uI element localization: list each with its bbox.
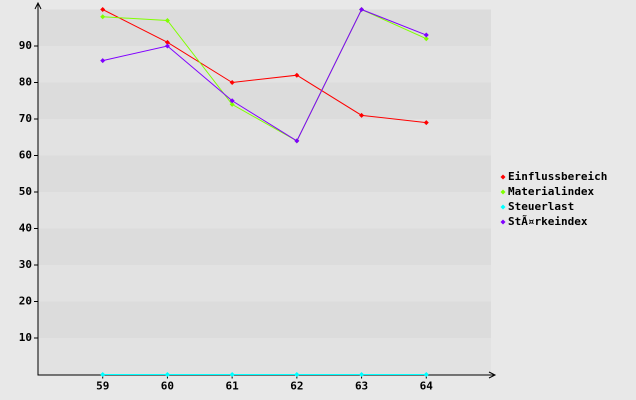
grid-band <box>38 338 491 375</box>
grid-band <box>38 265 491 302</box>
series-line <box>102 8 427 142</box>
legend-marker <box>500 189 506 195</box>
x-tick-label: 63 <box>355 380 368 393</box>
y-tick-label: 90 <box>19 39 32 52</box>
legend-marker <box>500 219 506 225</box>
series-line <box>102 8 427 142</box>
point-marker <box>423 36 429 42</box>
point-marker <box>229 101 235 107</box>
point-marker <box>100 7 106 12</box>
point-marker <box>359 112 365 118</box>
point-marker <box>359 372 365 377</box>
legend-label: Einflussbereich <box>508 170 607 183</box>
y-tick-label: 30 <box>19 258 32 271</box>
legend-label: Steuerlast <box>508 200 574 213</box>
legend-label: Materialindex <box>508 185 594 198</box>
point-marker <box>294 138 300 144</box>
x-tick-label: 61 <box>226 380 240 393</box>
y-tick-label: 80 <box>19 76 32 89</box>
y-tick-label: 20 <box>19 295 32 308</box>
grid-band <box>38 46 491 83</box>
point-marker <box>423 32 429 38</box>
point-marker <box>100 372 106 377</box>
point-marker <box>229 372 235 377</box>
y-tick-label: 50 <box>19 185 32 198</box>
point-marker <box>229 80 235 85</box>
grid-band <box>38 228 491 265</box>
x-tick-label: 60 <box>161 380 174 393</box>
point-marker <box>294 72 300 78</box>
grid-band <box>38 192 491 229</box>
legend-label: StÃ¤rkeindex <box>508 215 588 228</box>
point-marker <box>423 372 429 377</box>
legend-marker <box>500 174 506 180</box>
y-tick-label: 70 <box>19 112 32 125</box>
y-tick-label: 40 <box>19 222 32 235</box>
x-axis-arrow <box>488 371 497 379</box>
y-tick-label: 60 <box>19 149 32 162</box>
point-marker <box>359 7 365 12</box>
point-marker <box>164 372 170 377</box>
y-axis-arrow <box>34 1 42 10</box>
point-marker <box>423 120 429 126</box>
grid-band <box>38 155 491 192</box>
point-marker <box>164 17 170 23</box>
point-marker <box>229 98 235 104</box>
grid-band <box>38 301 491 338</box>
point-marker <box>164 43 170 49</box>
x-tick-label: 64 <box>420 380 434 393</box>
point-marker <box>100 58 106 64</box>
grid-band <box>38 9 491 46</box>
point-marker <box>164 39 170 45</box>
x-tick-label: 62 <box>290 380 303 393</box>
point-marker <box>100 14 106 20</box>
grid-band <box>38 82 491 119</box>
legend-marker <box>500 204 506 210</box>
grid-band <box>38 119 491 156</box>
x-tick-label: 59 <box>96 380 109 393</box>
point-marker <box>294 372 300 377</box>
series-line <box>102 9 427 124</box>
y-tick-label: 10 <box>19 331 32 344</box>
